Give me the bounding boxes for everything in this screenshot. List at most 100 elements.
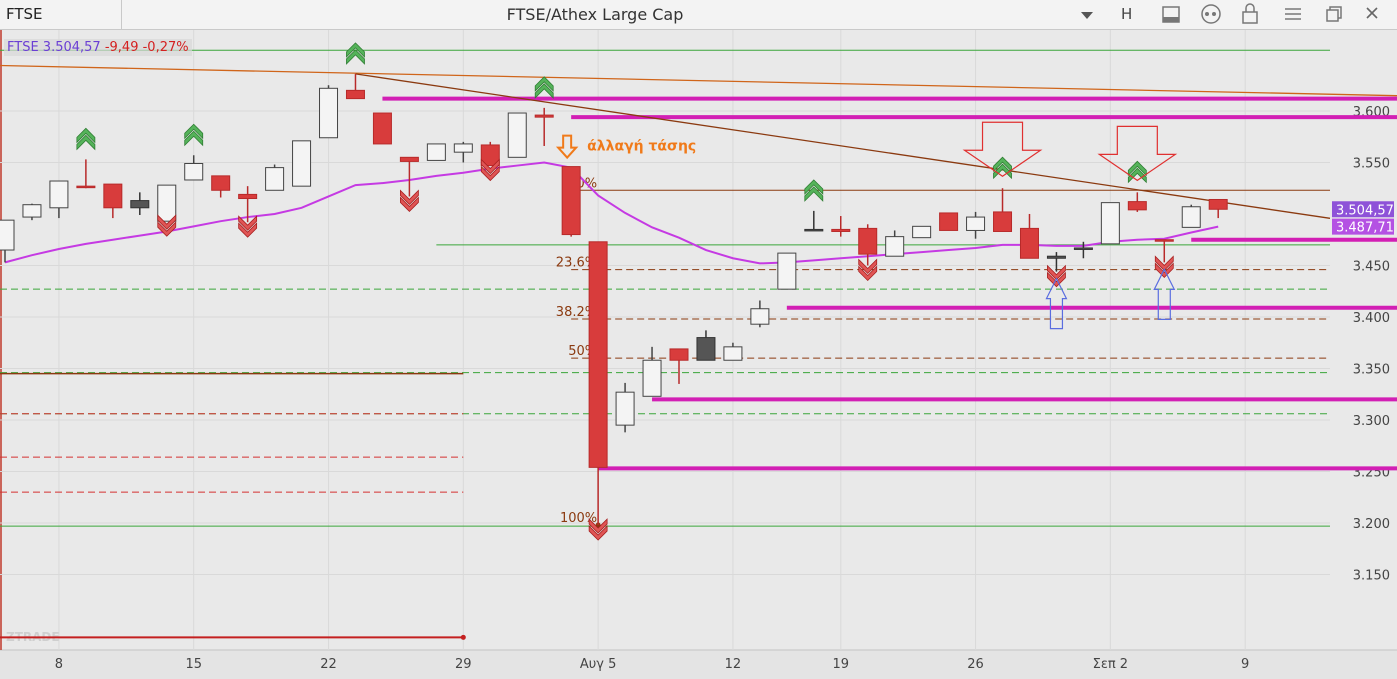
- minimize-icon[interactable]: [1285, 8, 1301, 20]
- chevron: [858, 258, 878, 275]
- buy-signal: [1127, 160, 1147, 184]
- restore-icon[interactable]: [1326, 6, 1342, 22]
- header: FTSE FTSE/Athex Large Cap H: [0, 0, 1397, 30]
- candle-body: [588, 241, 608, 468]
- buy-signal: [804, 179, 824, 202]
- x-tick-label: 22: [320, 657, 337, 672]
- candle-body: [426, 143, 446, 161]
- chevron: [238, 222, 258, 238]
- chevron: [804, 186, 824, 202]
- candle-body: [696, 337, 716, 361]
- candle-body: [265, 167, 285, 191]
- candle-body: [1208, 198, 1228, 210]
- fib-label: 100%: [560, 511, 597, 526]
- y-tick-label: 3.400: [1353, 311, 1390, 326]
- candle-body: [993, 211, 1013, 232]
- fib-label: 23.6%: [556, 256, 597, 271]
- x-tick-label: 9: [1241, 657, 1249, 672]
- price-badge-label: 3.487,71: [1336, 221, 1394, 236]
- chevron: [804, 179, 824, 195]
- buy-signal: [76, 127, 96, 151]
- candle-body: [130, 200, 150, 209]
- sell-signal: [238, 215, 258, 238]
- legend-change-pct: -0,27%: [142, 40, 189, 55]
- candle-body: [103, 183, 123, 209]
- fib-label: 38.2%: [556, 305, 597, 320]
- candle-body: [49, 180, 69, 209]
- buy-signal: [534, 76, 554, 99]
- candle-body: [1181, 206, 1201, 228]
- candle-body: [831, 228, 851, 232]
- candle-body: [211, 175, 231, 191]
- chevron: [400, 196, 419, 213]
- symbol-field[interactable]: FTSE: [0, 0, 122, 29]
- x-tick-label: Σεπ 2: [1093, 657, 1128, 672]
- price-badge-label: 3.504,57: [1336, 203, 1394, 218]
- candle-body: [615, 391, 635, 426]
- chevron: [184, 123, 204, 140]
- chevron: [346, 49, 365, 65]
- x-tick-label: 26: [967, 657, 984, 672]
- chart-title: FTSE/Athex Large Cap: [506, 5, 684, 24]
- chevron: [480, 165, 500, 182]
- y-tick-label: 3.350: [1353, 362, 1390, 377]
- level-end: [460, 634, 466, 640]
- quote-icon[interactable]: [1201, 4, 1221, 24]
- chevron: [76, 127, 96, 144]
- candle-body: [912, 225, 932, 239]
- alert-down-arrow: [1097, 125, 1178, 182]
- chevron: [184, 130, 204, 147]
- moving-average: [4, 161, 1219, 265]
- candle-body: [885, 236, 905, 257]
- candle-body: [76, 185, 96, 189]
- lock-icon[interactable]: [1242, 3, 1258, 24]
- candle-body: [345, 89, 365, 100]
- candle-body: [1019, 227, 1039, 259]
- x-tick-label: 15: [185, 657, 202, 672]
- chevron: [588, 518, 608, 534]
- chevron: [1047, 271, 1066, 288]
- trendline: [0, 64, 1397, 97]
- candle-body: [1127, 201, 1147, 211]
- candle-body: [804, 228, 824, 232]
- candle-body: [642, 359, 662, 397]
- h-button[interactable]: H: [1121, 5, 1133, 23]
- sell-signal: [400, 189, 419, 213]
- x-tick-label: 19: [832, 657, 849, 672]
- sell-signal: [1047, 264, 1066, 288]
- chevron: [1127, 167, 1147, 184]
- x-tick-label: Αυγ 5: [580, 657, 617, 672]
- candle-body: [1154, 239, 1174, 242]
- candle-body: [561, 166, 581, 236]
- buy-signal: [993, 156, 1012, 180]
- candle-body: [157, 184, 177, 222]
- candle-body: [22, 204, 42, 218]
- toolbar-icons: [1162, 3, 1378, 24]
- buy-signal: [184, 123, 204, 147]
- buy-signal: [346, 42, 365, 65]
- dropdown-button[interactable]: [1077, 0, 1097, 30]
- candle-body: [1073, 247, 1093, 250]
- candle-body: [453, 143, 473, 153]
- candle-body: [858, 227, 878, 255]
- chevron: [993, 156, 1012, 173]
- alert-up-arrow: [1045, 277, 1068, 330]
- x-tick-label: 12: [725, 657, 742, 672]
- legend-change: -9,49: [104, 40, 139, 55]
- panel-icon[interactable]: [1162, 6, 1180, 23]
- close-icon[interactable]: [1366, 7, 1378, 19]
- candle-body: [1100, 202, 1120, 245]
- chevron: [534, 76, 554, 92]
- chevron: [157, 221, 177, 237]
- chevron: [238, 215, 258, 231]
- chevron: [1127, 160, 1147, 177]
- chevron: [858, 265, 878, 282]
- y-tick-label: 3.550: [1353, 156, 1390, 171]
- y-tick-label: 3.150: [1353, 568, 1390, 583]
- alert-down-arrow: [962, 121, 1043, 177]
- candle-body: [750, 308, 770, 325]
- candle-body: [939, 212, 959, 231]
- sell-signal: [588, 518, 608, 541]
- sell-signal: [858, 258, 878, 282]
